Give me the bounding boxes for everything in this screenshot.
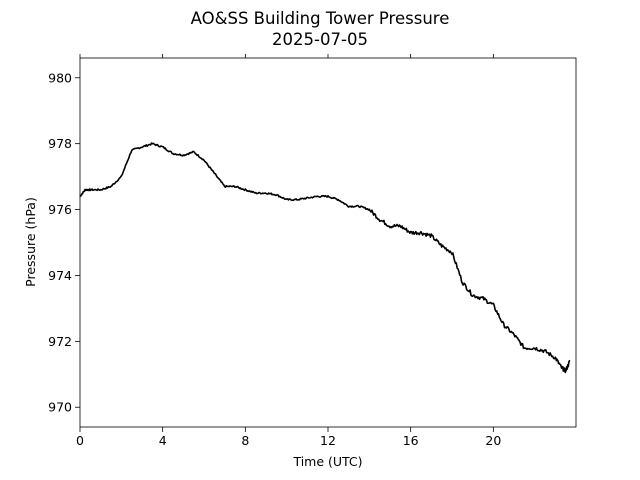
x-axis-label: Time (UTC) [292, 454, 362, 469]
y-axis: 970 972 974 976 978 980 [48, 70, 80, 415]
chart-title: AO&SS Building Tower Pressure [191, 9, 450, 28]
plot-frame [79, 57, 577, 428]
x-tick-label: 8 [241, 433, 249, 448]
y-tick-label: 974 [48, 268, 72, 283]
y-tick-label: 972 [48, 334, 72, 349]
x-tick-label: 0 [76, 433, 84, 448]
y-tick-label: 976 [48, 202, 72, 217]
x-tick-label: 12 [320, 433, 336, 448]
y-tick-label: 978 [48, 136, 72, 151]
y-axis-label: Pressure (hPa) [23, 197, 38, 287]
x-tick-label: 16 [403, 433, 419, 448]
y-tick-label: 970 [48, 400, 72, 415]
pressure-series-line [79, 142, 571, 374]
x-tick-label: 4 [159, 433, 167, 448]
y-tick-label: 980 [48, 70, 72, 85]
x-axis: 0 4 8 12 16 20 [76, 54, 501, 448]
chart-subtitle: 2025-07-05 [272, 30, 368, 49]
x-tick-label: 20 [485, 433, 501, 448]
